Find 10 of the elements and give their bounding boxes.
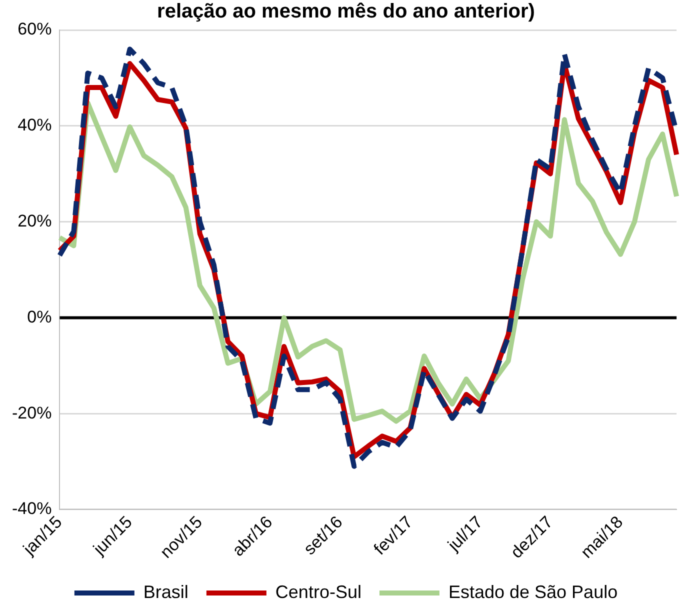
legend-label: Brasil: [143, 582, 188, 602]
y-tick-label: -40%: [12, 499, 52, 518]
legend-label: Centro-Sul: [275, 582, 362, 602]
y-tick-label: 0%: [27, 307, 52, 326]
y-tick-label: 20%: [18, 211, 52, 230]
legend-label: Estado de São Paulo: [448, 582, 618, 602]
y-tick-label: 60%: [18, 20, 52, 39]
y-tick-label: 40%: [18, 116, 52, 135]
chart-title: relação ao mesmo mês do ano anterior): [157, 0, 535, 23]
y-tick-label: -20%: [12, 403, 52, 422]
